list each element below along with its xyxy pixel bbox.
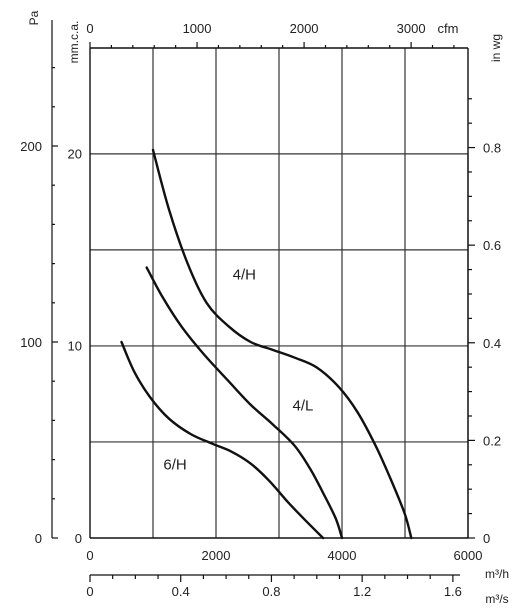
curve-layer	[120, 148, 413, 540]
y-axis-unit: Pa	[27, 10, 41, 25]
x2-tick-label: 1.2	[353, 584, 371, 599]
y3-tick-label: 0.2	[483, 433, 501, 448]
x-tick-label: 4000	[328, 548, 357, 563]
series-label: 4/H	[233, 266, 256, 283]
grid-layer	[89, 47, 469, 539]
y-tick-label: 0	[35, 531, 42, 546]
y2-tick-label: 20	[68, 146, 82, 161]
y3-tick-label: 0.8	[483, 141, 501, 156]
y2-tick-label: 0	[75, 531, 82, 546]
curve-4-h	[151, 148, 413, 540]
curve-6-h	[120, 340, 325, 540]
x-top-tick-label: 0	[86, 21, 93, 36]
y3-tick-label: 0	[483, 531, 490, 546]
x-top-tick-label: 3000	[397, 21, 426, 36]
y2-tick-label: 10	[68, 339, 82, 354]
x2-tick-label: 1.6	[444, 584, 462, 599]
y-tick-label: 100	[20, 335, 42, 350]
y3-tick-label: 0.6	[483, 238, 501, 253]
y-tick-label: 200	[20, 139, 42, 154]
x-top-axis-unit: cfm	[438, 21, 459, 36]
y3-tick-label: 0.4	[483, 336, 501, 351]
y2-axis-unit: mm.c.a.	[67, 21, 81, 64]
x-tick-label: 0	[86, 548, 93, 563]
x2-tick-label: 0.8	[262, 584, 280, 599]
x2-tick-label: 0.4	[172, 584, 190, 599]
x2-tick-label: 0	[86, 584, 93, 599]
series-label: 4/L	[293, 398, 314, 415]
x-axis-unit: m³/h	[485, 567, 509, 581]
curve-4-l	[145, 266, 344, 540]
y3-axis-unit: in wg	[489, 34, 503, 62]
x-top-tick-label: 2000	[290, 21, 319, 36]
x-top-tick-label: 1000	[183, 21, 212, 36]
x-tick-label: 6000	[454, 548, 483, 563]
series-label: 6/H	[163, 456, 186, 473]
x-tick-label: 2000	[202, 548, 231, 563]
x2-axis-unit: m³/s	[485, 592, 508, 606]
